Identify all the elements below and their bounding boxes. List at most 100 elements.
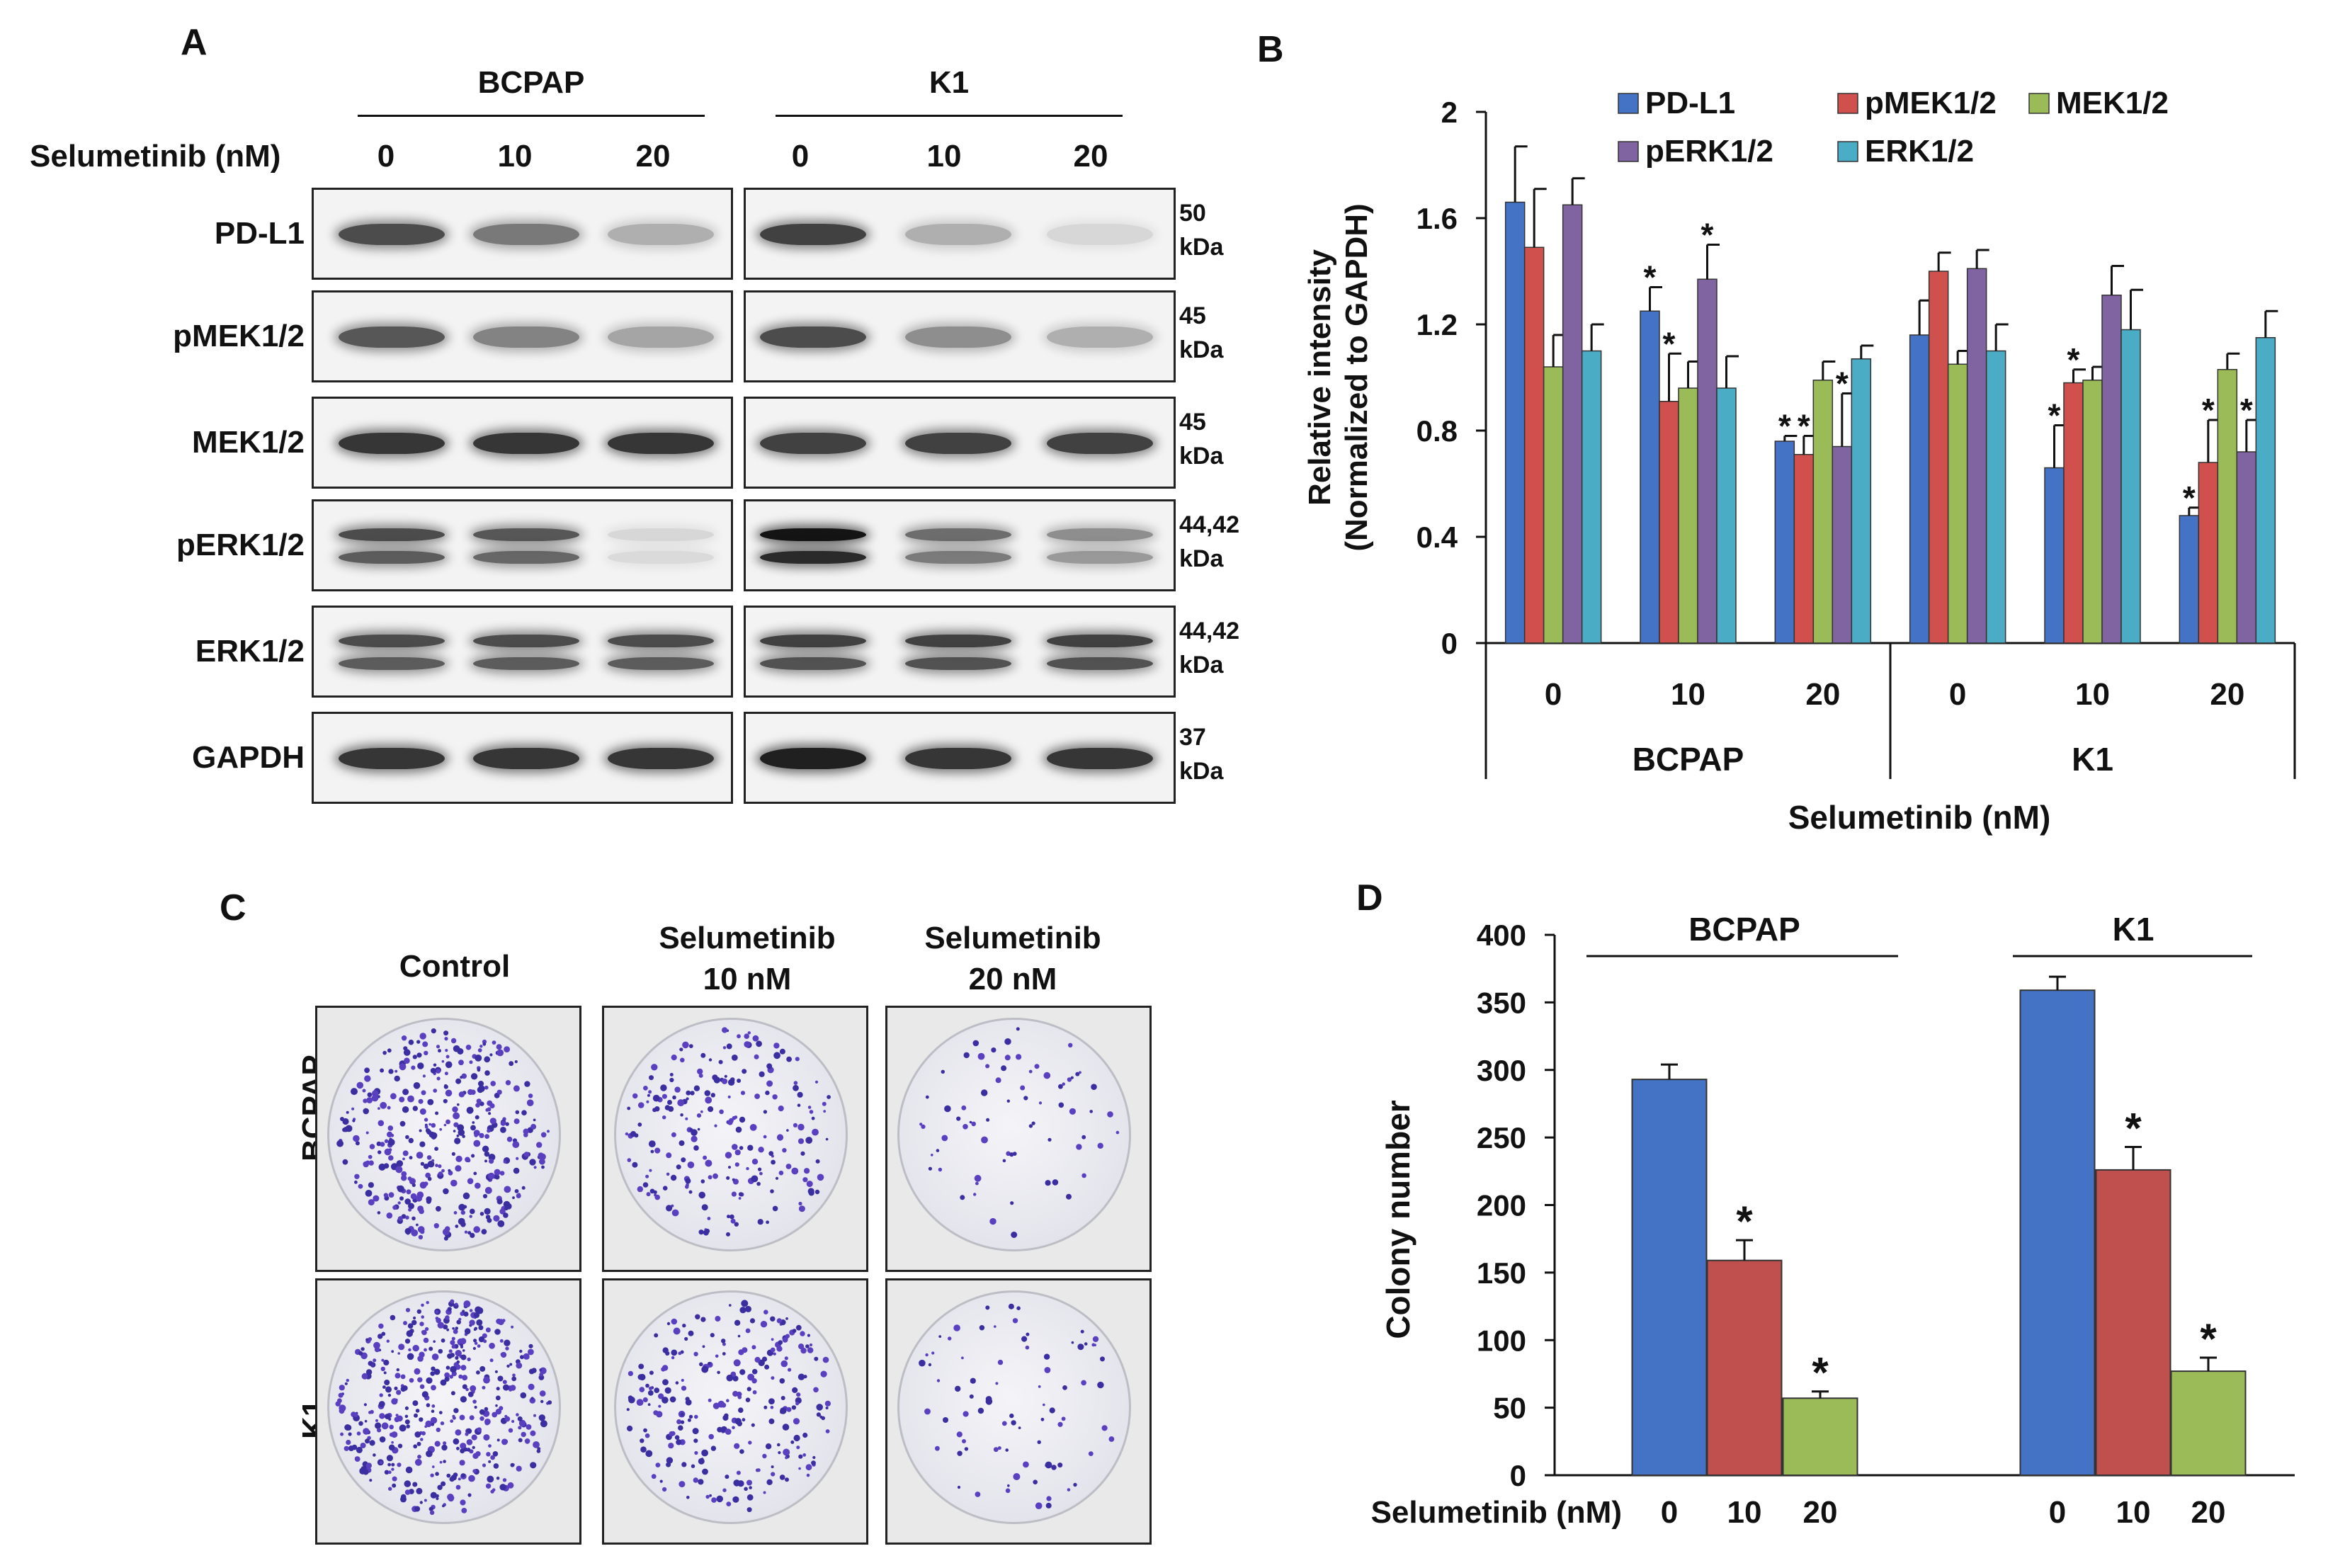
colony-dot (455, 1078, 462, 1084)
colony-dot (782, 1337, 788, 1343)
colony-dot (749, 1318, 756, 1324)
colony-dot (529, 1159, 536, 1166)
colony-dot (785, 1334, 790, 1339)
colony-dot (1091, 1343, 1096, 1347)
colony-dot (782, 1148, 787, 1153)
colony-dot (979, 1325, 985, 1331)
colony-dot (496, 1318, 501, 1324)
colony-dot (1091, 1084, 1097, 1090)
significance-star: * (1736, 1198, 1753, 1245)
colony-dot (444, 1226, 450, 1232)
colony-dot (369, 1183, 373, 1188)
colony-dot (419, 1384, 425, 1390)
colony-dot (658, 1404, 662, 1408)
colony-dot (413, 1444, 418, 1449)
bar-erk1-2 (2120, 329, 2141, 644)
colony-dot (427, 1098, 434, 1106)
colony-dot (791, 1405, 797, 1410)
colony-dot (1081, 1380, 1086, 1386)
protein-band (608, 224, 714, 245)
colony-dot (403, 1321, 407, 1326)
colony-dot (761, 1356, 768, 1362)
colony-dot (344, 1382, 348, 1385)
colony-dot (814, 1080, 819, 1084)
colony-dot (433, 1063, 437, 1067)
colony-dot (746, 1494, 754, 1501)
colony-dot (470, 1208, 475, 1215)
colony-dot (703, 1155, 708, 1160)
colony-dot (386, 1212, 393, 1219)
colony-dot (662, 1365, 669, 1371)
bar-erk1-2 (1581, 350, 1602, 644)
blot-strip (744, 290, 1176, 382)
colony-dot (528, 1383, 535, 1390)
colony-dot (466, 1106, 474, 1114)
x-axis-title: Selumetinib (nM) (1371, 1495, 1622, 1530)
colony-dot (680, 1420, 685, 1424)
colony-dot (754, 1054, 759, 1059)
colony-dot (745, 1397, 751, 1402)
protein-band (905, 528, 1011, 541)
colony-dot (431, 1385, 436, 1391)
colony-dot (694, 1414, 698, 1419)
colony-dot (941, 1135, 948, 1142)
colony-dot (416, 1040, 421, 1044)
colony-dot (431, 1159, 435, 1162)
colony-dot (505, 1080, 511, 1086)
dose-label: 20 (635, 139, 671, 174)
colony-dot (512, 1141, 520, 1148)
colony-dot (392, 1476, 397, 1482)
bar-mek1-2 (2217, 369, 2238, 644)
colony-dot (1020, 1085, 1026, 1091)
colony-dot (419, 1141, 426, 1147)
colony-dot (765, 1090, 770, 1096)
colony-dot (524, 1438, 530, 1444)
y-tick-label: 0.4 (1416, 521, 1458, 554)
colony-dot (427, 1160, 435, 1168)
colony-dot (364, 1419, 368, 1423)
colony-dot (722, 1342, 726, 1346)
colony-dot (460, 1396, 467, 1403)
colony-dot (975, 1492, 981, 1497)
colony-dot (530, 1123, 537, 1130)
protein-band (608, 551, 714, 564)
colony-dot (935, 1445, 940, 1451)
colony-dot (460, 1365, 467, 1371)
protein-band (905, 748, 1011, 769)
colony-dot (411, 1183, 416, 1187)
colony-dot (1057, 1421, 1063, 1427)
colony-dot (1081, 1173, 1086, 1178)
colony-dot (445, 1055, 450, 1059)
colony-dot (772, 1094, 778, 1100)
colony-dot (477, 1344, 481, 1348)
colony-dot (431, 1028, 436, 1034)
colony-dot (400, 1374, 406, 1380)
colony-dot (637, 1123, 642, 1127)
group-label: K1 (2072, 741, 2113, 778)
colony-dot (412, 1344, 419, 1352)
colony-dot (765, 1443, 772, 1450)
colony-dot (339, 1385, 345, 1391)
colony-dot (739, 1146, 744, 1150)
colony-dot (800, 1347, 807, 1354)
colony-dot (648, 1090, 652, 1094)
colony-dot (421, 1315, 424, 1319)
colony-dot (653, 1190, 657, 1194)
colony-dot (805, 1464, 812, 1471)
protein-band (760, 748, 866, 769)
colony-dot (462, 1309, 465, 1313)
colony-dot (985, 1305, 990, 1310)
colony-dot (742, 1347, 748, 1353)
colony-dot (628, 1370, 633, 1376)
colony-dot (682, 1041, 689, 1049)
colony-dot (387, 1139, 395, 1146)
colony-dot (744, 1487, 748, 1492)
legend-swatch (1837, 141, 1858, 162)
colony-dot (660, 1084, 667, 1091)
colony-dot (825, 1137, 829, 1141)
bar-colony-number (2170, 1370, 2247, 1476)
x-tick-label: 20 (1803, 1495, 1838, 1530)
colony-dot (398, 1343, 405, 1351)
colony-dot (503, 1212, 509, 1218)
colony-dot (961, 1356, 964, 1360)
